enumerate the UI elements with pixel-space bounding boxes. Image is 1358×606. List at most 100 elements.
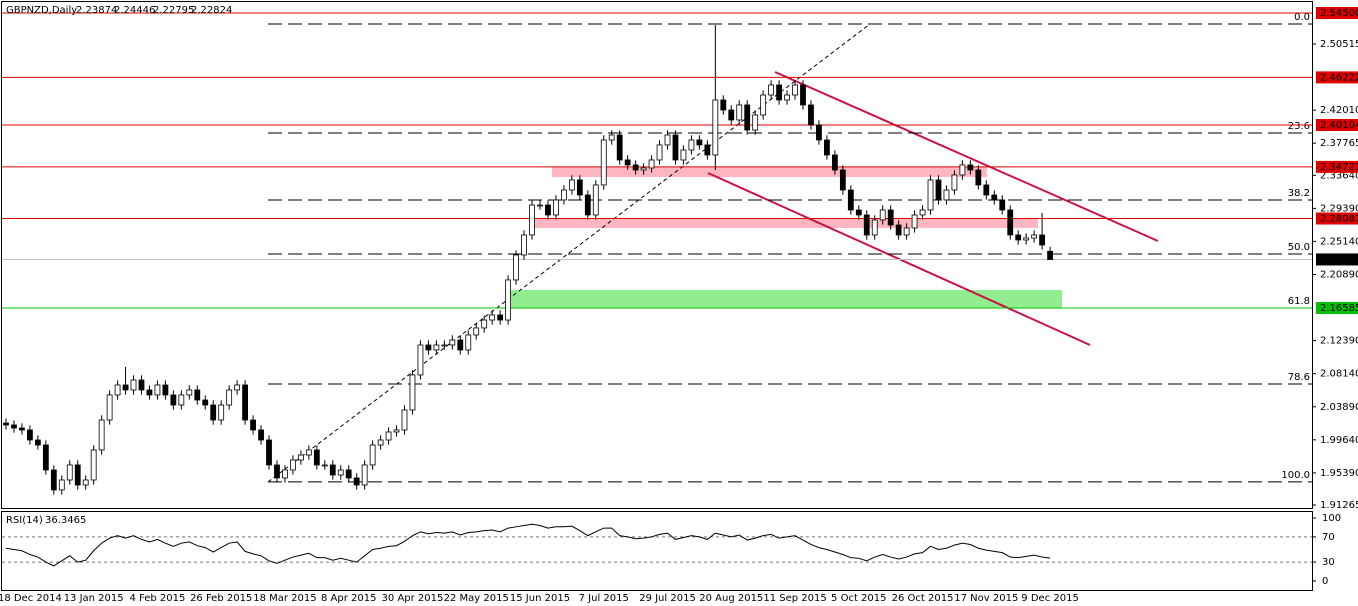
candle-body [305,449,312,456]
price-level-label: 2.40104 [1320,120,1358,131]
candle-body [959,164,966,176]
fibonacci-label: 61.8 [1288,296,1310,307]
candle-body [282,469,288,479]
candle-body [114,384,121,396]
price-level-label: 2.22824 [1320,254,1358,265]
y-tick-label: 2.50515 [1320,39,1358,50]
candle-body [1039,234,1045,246]
candle-body [720,99,727,111]
candle-body [266,439,272,466]
candle-body [162,384,169,396]
price-level-label: 2.54500 [1320,8,1358,19]
candle-body [313,449,320,466]
x-tick-label: 26 Feb 2015 [190,593,252,604]
candle-body [616,134,623,161]
candle-body [449,339,456,346]
candle-body [1007,209,1014,236]
candle-body [321,464,328,467]
candle-body [839,169,846,191]
candle-body [361,464,368,486]
candle-body [808,104,814,126]
candle-body [274,464,280,479]
candle-body [887,209,894,226]
price-level-tag [1316,6,1358,19]
x-tick-label: 7 Jul 2015 [579,593,629,604]
candle-body [632,164,639,171]
candle-body [242,384,249,421]
y-tick-label: 100 [1322,513,1341,524]
resistance-zone [552,167,987,177]
candle-body [433,344,440,351]
candle-body [800,84,806,106]
chart-layer: 0.0 23.6 38.2 50.0 61.8 78.6 100.0 [2,12,1312,567]
candle-body [935,179,942,201]
x-tick-label: 17 Nov 2015 [954,593,1018,604]
candle-body [824,139,830,156]
price-level-tag [1316,253,1358,266]
candle-body [744,104,751,131]
fibonacci-label: 23.6 [1288,121,1310,132]
candle-body [529,204,535,236]
candle-body [927,179,934,211]
candle-body [600,139,607,186]
channel-upper-line [774,71,1159,242]
candle-body [855,209,862,216]
x-tick-label: 20 Aug 2015 [699,593,763,604]
x-tick-label: 8 Apr 2015 [321,593,376,604]
candle-body [911,214,918,229]
price-level-tag [1316,301,1358,314]
candle-body [792,84,798,96]
candle-body [943,189,950,201]
candle-body [473,327,480,336]
rsi-panel-frame [1,511,1313,591]
candle-body [393,429,400,433]
candle-body [975,169,982,186]
candle-body [50,469,57,491]
candle-body [234,384,241,391]
candle-body [345,469,352,479]
demand-zone [507,290,1062,308]
y-tick-label: 70 [1322,532,1335,543]
candle-body [290,459,296,471]
x-tick-label: 9 Dec 2015 [1021,593,1079,604]
candle-body [106,394,113,421]
candle-body [728,109,735,121]
y-tick-label: 2.03890 [1320,402,1358,413]
candle-body [712,99,719,156]
price-level-tag [1316,119,1358,132]
candle-body [752,114,759,131]
candle-body [194,389,201,401]
candle-body [919,209,926,216]
candle-body [513,254,519,281]
candle-body [337,469,344,476]
candle-body [576,179,583,196]
candle-body [831,154,838,171]
candle-body [505,279,512,321]
chart-title: GBPNZD,Daily [6,5,77,16]
fibonacci-label: 0.0 [1294,12,1310,23]
candle-body [90,449,97,481]
candle-body [401,409,408,431]
candle-body [146,389,153,396]
candle-body [768,84,775,96]
candle-body [568,179,575,191]
y-tick-label: 2.12390 [1320,336,1358,347]
candle-body [98,419,105,451]
candle-body [417,344,424,376]
y-tick-label: 2.08140 [1320,369,1358,380]
candle-body [1031,234,1038,239]
x-tick-label: 29 Jul 2015 [639,593,696,604]
candle-body [983,184,990,196]
x-tick-label: 4 Feb 2015 [129,593,185,604]
candle-body [784,94,790,101]
candle-body [545,204,551,216]
x-tick-label: 18 Mar 2015 [253,593,316,604]
fibonacci-trend-line [267,23,871,483]
price-level-label: 2.46222 [1320,72,1358,83]
candle-body [489,314,496,321]
y-tick-label: 2.20890 [1320,270,1358,281]
price-level-tag [1316,212,1358,225]
header-close: 2.22824 [191,5,232,16]
candle-body [138,379,145,391]
candle-body [385,431,392,441]
